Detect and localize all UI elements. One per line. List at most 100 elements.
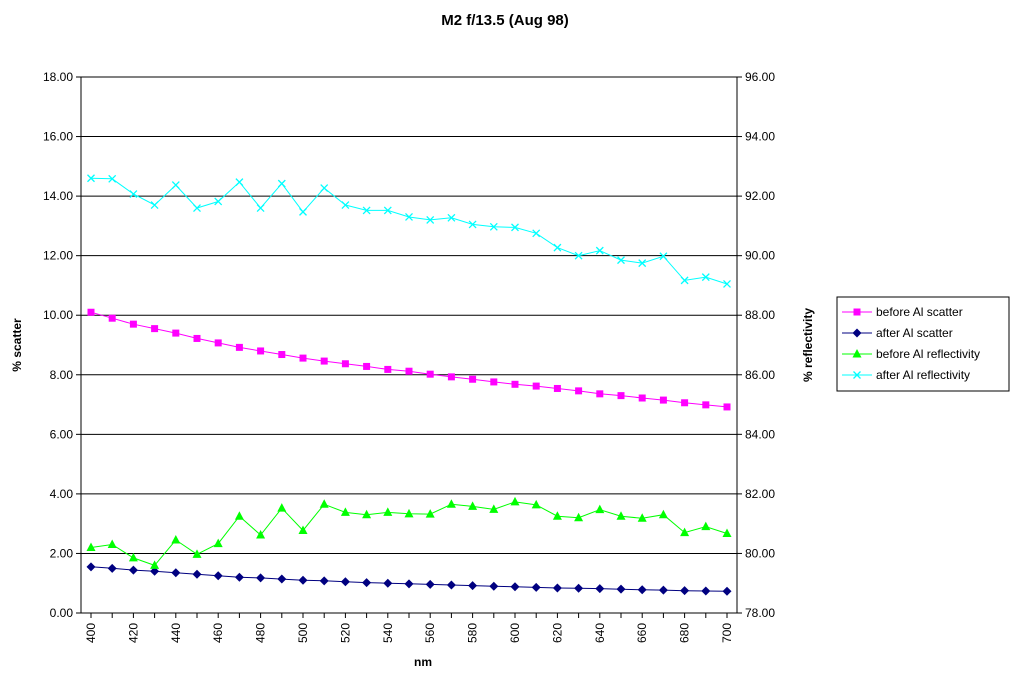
data-point xyxy=(447,213,456,222)
x-tick-label: 440 xyxy=(169,623,183,643)
data-point xyxy=(108,174,117,183)
x-tick-label: 660 xyxy=(635,623,649,643)
data-point xyxy=(637,513,647,522)
data-point xyxy=(616,511,626,520)
data-point xyxy=(340,577,350,587)
data-point xyxy=(172,329,180,337)
data-point xyxy=(532,382,540,390)
data-point xyxy=(86,542,96,551)
data-point xyxy=(319,499,329,508)
data-point xyxy=(150,560,160,569)
data-point xyxy=(404,579,414,589)
legend-item: after Al scatter xyxy=(842,326,953,340)
y-left-axis-title: % scatter xyxy=(10,318,24,372)
x-tick-label: 460 xyxy=(211,623,225,643)
data-point xyxy=(446,499,456,508)
series-after-al-scatter xyxy=(86,562,732,596)
data-point xyxy=(617,256,625,265)
y-right-tick-label: 90.00 xyxy=(745,249,775,263)
data-point xyxy=(701,521,711,531)
data-point xyxy=(405,367,413,375)
data-point xyxy=(383,507,393,516)
data-point xyxy=(277,179,286,188)
data-point xyxy=(405,212,413,221)
series-before-al-scatter xyxy=(87,308,731,411)
data-point xyxy=(256,573,266,583)
data-point xyxy=(469,375,477,383)
data-point xyxy=(277,503,287,512)
data-point xyxy=(723,403,731,411)
x-tick-label: 520 xyxy=(338,623,352,643)
x-tick-label: 400 xyxy=(84,623,98,643)
data-point xyxy=(107,563,117,573)
data-point xyxy=(701,586,711,596)
data-point xyxy=(680,276,689,285)
data-point xyxy=(510,582,520,592)
data-point xyxy=(446,580,456,590)
data-point xyxy=(341,360,349,368)
legend-label: after Al scatter xyxy=(876,326,953,340)
data-point xyxy=(298,525,308,535)
data-point xyxy=(278,351,286,359)
data-point xyxy=(256,529,266,539)
legend-item: after Al reflectivity xyxy=(842,368,970,382)
data-point xyxy=(340,507,350,516)
plot-area-border xyxy=(80,76,738,614)
x-tick-label: 580 xyxy=(466,623,480,643)
tick-layer: 0.00 2.00 4.00 6.00 8.00 10.00 12.00 14.00 16.00… xyxy=(43,70,775,643)
data-point xyxy=(235,343,243,351)
data-point xyxy=(129,320,137,328)
data-point xyxy=(659,252,668,261)
series-layer xyxy=(86,174,732,596)
data-point xyxy=(87,174,95,183)
data-point xyxy=(363,362,371,370)
data-point xyxy=(617,392,625,400)
data-point xyxy=(150,566,160,576)
data-point xyxy=(511,223,519,232)
data-point xyxy=(213,538,223,548)
x-tick-label: 420 xyxy=(126,623,140,643)
data-point xyxy=(151,325,159,333)
data-point xyxy=(320,357,328,365)
y-right-tick-label: 86.00 xyxy=(745,368,775,382)
data-point xyxy=(638,394,646,402)
data-point xyxy=(595,584,605,594)
data-point xyxy=(214,197,223,206)
data-point xyxy=(214,339,222,347)
y-right-tick-label: 96.00 xyxy=(745,70,775,84)
data-point xyxy=(362,206,371,215)
y-left-tick-label: 14.00 xyxy=(43,189,73,203)
y-left-tick-label: 4.00 xyxy=(50,487,74,501)
legend-item: before Al scatter xyxy=(842,305,963,319)
data-point xyxy=(531,499,541,509)
data-point xyxy=(256,204,265,212)
y-right-tick-label: 78.00 xyxy=(745,606,775,620)
legend-marker xyxy=(853,371,861,379)
data-point xyxy=(150,201,159,210)
data-point xyxy=(658,585,668,595)
y-left-tick-label: 10.00 xyxy=(43,308,73,322)
data-point xyxy=(108,314,116,322)
data-point xyxy=(596,390,604,398)
data-point xyxy=(574,583,584,593)
y-right-axis-title: % reflectivity xyxy=(801,308,815,382)
y-right-tick-label: 84.00 xyxy=(745,427,775,441)
data-point xyxy=(234,511,244,520)
data-point xyxy=(299,354,307,362)
data-point xyxy=(128,552,138,562)
data-point xyxy=(298,575,308,585)
data-point xyxy=(257,347,265,355)
data-point xyxy=(171,568,181,578)
data-point xyxy=(680,527,690,537)
data-point xyxy=(362,509,372,519)
y-right-tick-label: 82.00 xyxy=(745,487,775,501)
y-left-tick-label: 0.00 xyxy=(50,606,74,620)
data-point xyxy=(425,579,435,589)
data-point xyxy=(552,511,562,520)
data-point xyxy=(193,334,201,342)
data-point xyxy=(425,509,435,518)
y-left-tick-label: 18.00 xyxy=(43,70,73,84)
data-point xyxy=(511,380,519,388)
data-point xyxy=(659,396,667,404)
data-point xyxy=(319,576,329,586)
